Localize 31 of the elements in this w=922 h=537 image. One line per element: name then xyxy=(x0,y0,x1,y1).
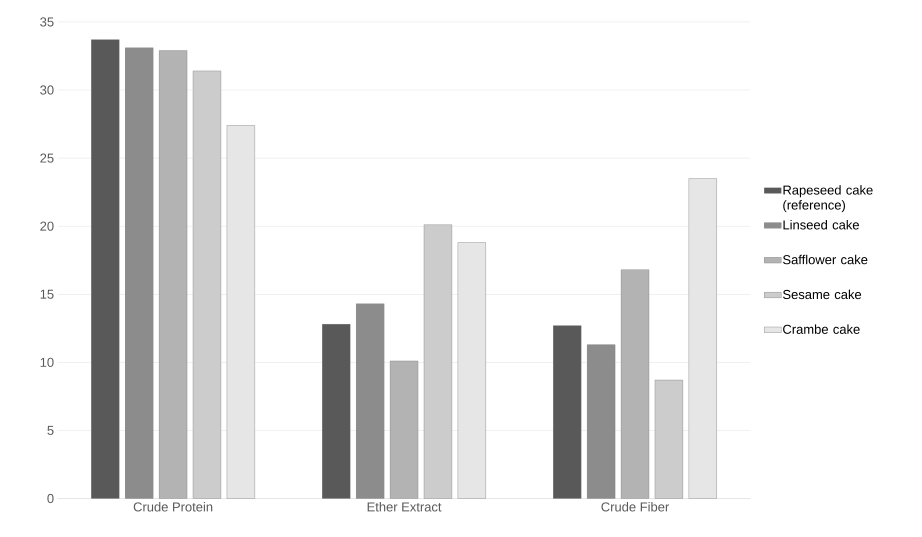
legend-label: Safflower cake xyxy=(783,254,868,264)
y-tick-label: 15 xyxy=(40,290,54,299)
y-tick-label: 0 xyxy=(47,494,54,503)
bar xyxy=(158,50,188,499)
bar xyxy=(688,178,717,499)
bar xyxy=(226,125,256,499)
bar xyxy=(322,324,350,499)
legend-label: Linseed cake xyxy=(783,220,859,230)
y-tick-label: 5 xyxy=(47,426,54,435)
y-tick-label: 10 xyxy=(40,358,54,367)
bar xyxy=(553,325,582,499)
bar xyxy=(125,47,154,499)
bar xyxy=(424,224,452,499)
bar xyxy=(192,70,222,499)
y-tick-label: 25 xyxy=(40,153,54,162)
bar xyxy=(654,380,684,499)
y-tick-label: 20 xyxy=(40,221,54,231)
y-tick-label: 30 xyxy=(40,85,54,94)
x-tick-label: Ether Extract xyxy=(368,502,442,512)
x-tick-label: Crude Fiber xyxy=(601,502,669,512)
bar xyxy=(91,39,120,499)
bar xyxy=(356,303,384,499)
y-tick-label: 35 xyxy=(40,17,54,26)
legend-label: Rapeseed cake (reference) xyxy=(783,184,873,212)
bar xyxy=(586,344,616,499)
legend-label: Sesame cake xyxy=(783,289,862,299)
bar xyxy=(458,242,486,499)
x-tick-label: Crude Protein xyxy=(134,502,212,512)
legend-label: Crambe cake xyxy=(783,324,860,334)
bar xyxy=(620,269,650,499)
bar xyxy=(390,360,418,499)
